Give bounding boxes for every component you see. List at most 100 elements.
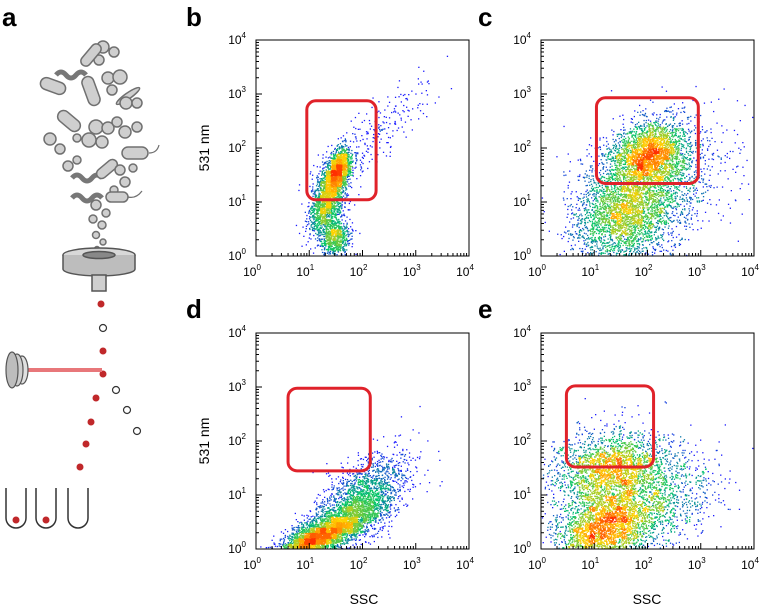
- data-point: [336, 179, 337, 180]
- data-point: [359, 233, 360, 234]
- data-point: [648, 120, 649, 121]
- data-point: [335, 206, 336, 207]
- data-point: [382, 130, 383, 131]
- data-point: [659, 246, 660, 247]
- data-point: [329, 172, 330, 173]
- x-tick-exponent: 0: [256, 263, 261, 272]
- data-point: [600, 248, 601, 249]
- data-point: [322, 245, 323, 246]
- data-point: [328, 216, 329, 217]
- data-point: [727, 157, 728, 158]
- data-point: [601, 249, 602, 250]
- data-point: [694, 213, 695, 214]
- data-point: [341, 149, 342, 150]
- data-point: [604, 155, 605, 156]
- data-point: [693, 207, 694, 208]
- data-point: [390, 152, 391, 153]
- data-point: [319, 195, 320, 196]
- data-point: [366, 133, 367, 134]
- data-point: [677, 196, 678, 197]
- data-point: [608, 254, 609, 255]
- data-point: [592, 168, 593, 169]
- data-point: [718, 173, 719, 174]
- data-point: [402, 126, 403, 127]
- y-tick-label: 104: [228, 31, 246, 47]
- data-point: [608, 174, 609, 175]
- data-point: [326, 235, 327, 236]
- data-point: [706, 186, 707, 187]
- data-point: [623, 124, 624, 125]
- data-point: [588, 237, 589, 238]
- data-point: [348, 244, 349, 245]
- data-point: [324, 167, 325, 168]
- data-point: [645, 113, 646, 114]
- data-point: [680, 174, 681, 175]
- data-point: [333, 180, 334, 181]
- data-point: [352, 172, 353, 173]
- data-point: [331, 157, 332, 158]
- data-point: [640, 252, 641, 253]
- data-point: [580, 160, 581, 161]
- data-point: [599, 138, 600, 139]
- data-point: [707, 168, 708, 169]
- data-point: [717, 150, 718, 151]
- data-point: [675, 116, 676, 117]
- data-point: [329, 160, 330, 161]
- data-point: [608, 144, 609, 145]
- data-point: [322, 220, 323, 221]
- data-point: [614, 141, 615, 142]
- data-point: [679, 125, 680, 126]
- data-point: [590, 252, 591, 253]
- data-point: [738, 241, 739, 242]
- data-point: [680, 240, 681, 241]
- data-point: [638, 238, 639, 239]
- data-point: [569, 221, 570, 222]
- data-point: [593, 200, 594, 201]
- data-point: [328, 168, 329, 169]
- data-point: [327, 171, 328, 172]
- data-point: [587, 252, 588, 253]
- data-point: [361, 162, 362, 163]
- data-point: [705, 192, 706, 193]
- data-point: [610, 151, 611, 152]
- data-point: [318, 177, 319, 178]
- data-point: [348, 195, 349, 196]
- data-point: [330, 209, 331, 210]
- data-point: [350, 141, 351, 142]
- data-point: [695, 196, 696, 197]
- data-point: [336, 245, 337, 246]
- data-point: [317, 229, 318, 230]
- data-point: [571, 218, 572, 219]
- data-point: [345, 181, 346, 182]
- data-point: [315, 191, 316, 192]
- data-point: [695, 167, 696, 168]
- data-point: [596, 192, 597, 193]
- data-point: [671, 228, 672, 229]
- data-point: [684, 181, 685, 182]
- data-point: [308, 223, 309, 224]
- data-point: [687, 133, 688, 134]
- data-point: [596, 243, 597, 244]
- data-point: [325, 188, 326, 189]
- data-point: [329, 194, 330, 195]
- data-point: [599, 172, 600, 173]
- data-point: [569, 182, 570, 183]
- data-point: [344, 193, 345, 194]
- data-point: [337, 240, 338, 241]
- data-point: [327, 205, 328, 206]
- data-point: [584, 244, 585, 245]
- data-point: [339, 174, 340, 175]
- data-point: [709, 175, 710, 176]
- data-point: [352, 246, 353, 247]
- data-point: [626, 239, 627, 240]
- data-point: [378, 101, 379, 102]
- data-point: [611, 90, 612, 91]
- collection-tube-icon: [6, 488, 88, 528]
- data-point: [615, 148, 616, 149]
- data-point: [673, 118, 674, 119]
- data-point: [735, 142, 736, 143]
- data-point: [323, 254, 324, 255]
- data-point: [606, 137, 607, 138]
- data-point: [331, 195, 332, 196]
- data-point: [656, 227, 657, 228]
